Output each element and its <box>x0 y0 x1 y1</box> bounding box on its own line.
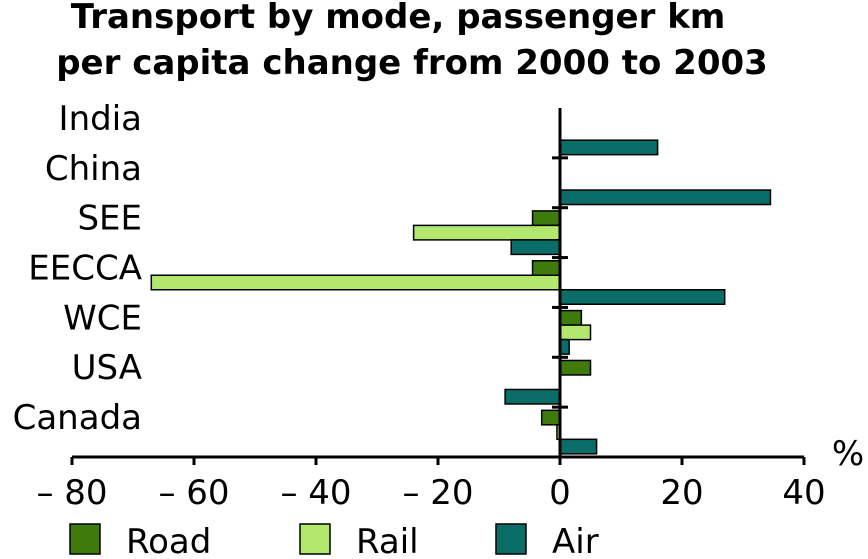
bar-eecca-air <box>559 289 726 305</box>
category-label-canada: Canada <box>13 398 142 438</box>
bars-group <box>150 139 772 455</box>
category-label-wce: WCE <box>63 298 142 338</box>
x-tick-label: – 80 <box>36 473 107 513</box>
category-label-china: China <box>45 149 142 189</box>
x-tick-label: – 60 <box>158 473 229 513</box>
category-label-india: India <box>59 99 142 139</box>
chart-title-line-2: per capita change from 2000 to 2003 <box>56 43 768 83</box>
x-tick-label: – 40 <box>280 473 351 513</box>
labels-group: – 80 – 60 – 40 – 20 0 20 40% India China SEE EECCA… <box>13 99 865 513</box>
legend: Road Rail Air <box>69 522 599 559</box>
legend-swatch-rail <box>299 523 331 555</box>
bar-canada-air <box>559 438 598 455</box>
bar-wce-rail <box>559 324 592 341</box>
bar-usa-air <box>504 388 561 405</box>
x-tick-label: 20 <box>660 473 703 513</box>
category-label-see: SEE <box>77 199 142 239</box>
legend-label-rail: Rail <box>356 522 419 559</box>
bar-see-road <box>531 210 561 227</box>
legend-swatch-road <box>69 523 101 555</box>
axes-group <box>70 108 806 465</box>
bar-wce-road <box>559 309 583 326</box>
bar-eecca-rail <box>150 274 561 291</box>
bar-see-air <box>510 239 561 256</box>
bar-india-air <box>559 139 659 156</box>
category-label-usa: USA <box>72 348 142 388</box>
bar-eecca-road <box>531 260 561 276</box>
bar-canada-road <box>540 409 561 426</box>
x-tick-label: 0 <box>549 473 571 513</box>
bar-china-air <box>559 189 772 206</box>
x-tick-label: – 20 <box>402 473 473 513</box>
legend-label-road: Road <box>126 522 211 559</box>
chart-title-line-1: Transport by mode, passenger km <box>71 0 726 37</box>
category-label-eecca: EECCA <box>28 249 142 289</box>
x-tick-label: 40 <box>782 473 825 513</box>
x-axis-unit-label: % <box>832 434 864 474</box>
bar-see-rail <box>412 224 561 241</box>
legend-label-air: Air <box>552 522 599 559</box>
legend-swatch-air <box>495 523 527 555</box>
bar-usa-road <box>559 359 592 376</box>
